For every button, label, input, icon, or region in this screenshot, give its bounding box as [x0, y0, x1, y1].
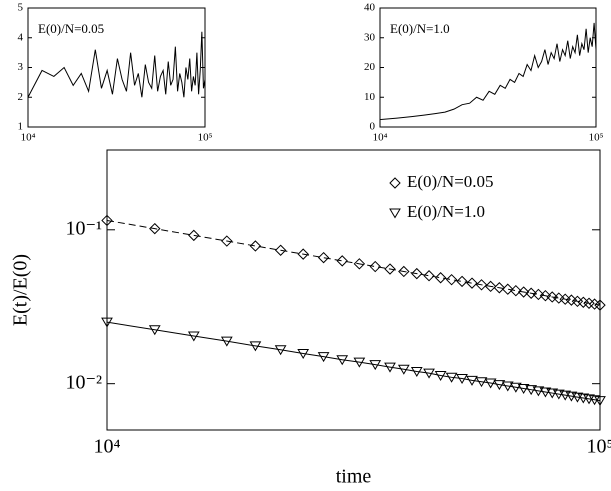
- x-tick-label: 10⁴: [21, 131, 36, 143]
- data-marker: [297, 248, 309, 260]
- x-axis-label: time: [336, 466, 372, 488]
- data-marker: [434, 272, 447, 284]
- data-marker: [475, 279, 488, 291]
- data-marker: [101, 214, 113, 227]
- data-marker: [101, 317, 113, 328]
- data-marker: [539, 289, 552, 302]
- y-tick-label: 10⁻¹: [65, 217, 102, 239]
- data-marker: [445, 372, 458, 383]
- data-marker: [525, 287, 537, 299]
- plot-frame: [106, 149, 601, 431]
- data-marker: [502, 283, 514, 295]
- data-marker: [456, 275, 468, 288]
- annotation: E(0)/N=0.05: [38, 21, 104, 36]
- data-marker: [336, 355, 349, 366]
- data-marker: [336, 255, 348, 267]
- series-line: [27, 31, 206, 98]
- data-marker: [594, 299, 606, 311]
- data-marker: [249, 341, 262, 352]
- y-tick-label: 5: [18, 2, 24, 14]
- y-tick-label: 30: [364, 31, 376, 43]
- y-tick-label: 40: [364, 2, 376, 14]
- data-marker: [397, 364, 410, 375]
- data-marker: [384, 362, 396, 373]
- data-marker: [532, 288, 545, 301]
- data-marker: [317, 251, 330, 264]
- legend-marker: [389, 208, 401, 219]
- y-tick-label: 10⁻²: [65, 371, 102, 393]
- data-marker: [369, 260, 381, 273]
- data-marker: [553, 292, 565, 304]
- y-tick-label: 3: [18, 61, 24, 73]
- data-marker: [501, 381, 514, 392]
- data-marker: [484, 378, 497, 389]
- data-marker: [510, 284, 522, 297]
- y-tick-label: 1: [18, 121, 24, 133]
- data-marker: [539, 387, 552, 398]
- data-marker: [297, 349, 310, 360]
- data-marker: [249, 240, 262, 252]
- data-marker: [411, 267, 423, 280]
- data-marker: [423, 270, 435, 282]
- data-marker: [384, 263, 396, 275]
- y-tick-label: 10: [364, 91, 376, 103]
- data-marker: [475, 377, 488, 388]
- data-marker: [188, 229, 200, 242]
- data-marker: [456, 374, 468, 385]
- data-marker: [546, 388, 559, 399]
- data-marker: [493, 282, 506, 294]
- legend-label: E(0)/N=0.05: [407, 172, 494, 191]
- x-tick-label: 10⁵: [198, 131, 213, 143]
- data-marker: [445, 273, 458, 286]
- data-marker: [353, 258, 366, 270]
- data-marker: [594, 396, 606, 407]
- data-marker: [517, 384, 530, 395]
- data-marker: [509, 382, 522, 393]
- data-marker: [546, 291, 558, 303]
- data-marker: [466, 277, 478, 289]
- data-marker: [410, 366, 423, 377]
- data-marker: [493, 380, 506, 391]
- series-line: [106, 219, 601, 306]
- data-marker: [552, 389, 565, 400]
- data-marker: [148, 325, 161, 336]
- data-marker: [484, 280, 497, 293]
- data-marker: [274, 244, 287, 256]
- data-marker: [423, 368, 435, 379]
- data-marker: [559, 390, 572, 401]
- data-marker: [149, 222, 161, 235]
- y-tick-label: 4: [18, 31, 24, 43]
- data-marker: [353, 357, 366, 368]
- annotation: E(0)/N=1.0: [390, 21, 450, 36]
- data-marker: [369, 360, 382, 371]
- x-tick-label: 10⁴: [94, 436, 121, 458]
- data-marker: [317, 352, 330, 363]
- data-marker: [274, 345, 287, 356]
- data-marker: [532, 386, 545, 397]
- x-tick-label: 10⁵: [589, 131, 604, 143]
- legend-label: E(0)/N=1.0: [407, 202, 485, 221]
- y-axis-label: E(t)/E(0): [10, 254, 32, 326]
- data-marker: [517, 286, 530, 298]
- data-marker: [434, 371, 447, 381]
- series-line: [106, 321, 601, 402]
- legend-marker: [389, 177, 401, 189]
- y-tick-label: 2: [18, 91, 24, 103]
- y-tick-label: 0: [370, 121, 376, 133]
- series-line: [379, 22, 597, 121]
- data-marker: [221, 235, 233, 247]
- data-marker: [525, 385, 538, 396]
- data-marker: [466, 375, 478, 386]
- data-marker: [398, 265, 410, 278]
- data-marker: [220, 336, 233, 347]
- data-marker: [187, 331, 200, 342]
- y-tick-label: 20: [364, 61, 376, 73]
- x-tick-label: 10⁴: [373, 131, 388, 143]
- x-tick-label: 10⁵: [587, 436, 611, 458]
